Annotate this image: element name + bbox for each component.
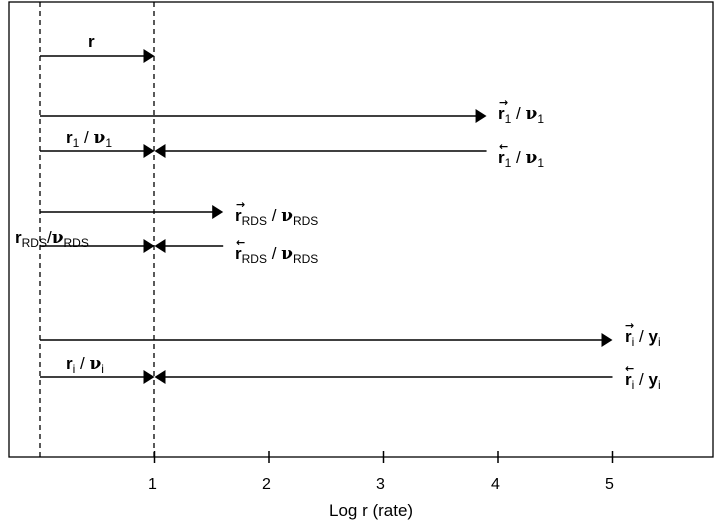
- arrowhead-net: [143, 49, 155, 63]
- label-stepi-net: ri / νi: [66, 354, 104, 376]
- arrowhead-rds-forward: [212, 205, 224, 219]
- right-arrow-accent-icon: →: [625, 319, 635, 332]
- label-net-rate: r: [88, 32, 95, 51]
- arrowhead-stepi-forward: [601, 333, 613, 347]
- right-arrow-accent-icon: →: [236, 198, 246, 211]
- left-arrow-accent-icon: ←: [625, 362, 635, 375]
- tick-label-4: 4: [491, 476, 500, 493]
- x-axis-label: Log r (rate): [329, 501, 414, 520]
- right-arrow-accent-icon: →: [499, 96, 509, 109]
- arrows-group: [40, 49, 613, 384]
- label-rds-reverse: ← rRDS / νRDS: [235, 236, 319, 266]
- arrowhead-rds-reverse: [154, 239, 166, 253]
- tick-label-2: 2: [262, 476, 271, 493]
- arrowhead-step1-net: [143, 144, 155, 158]
- tick-label-3: 3: [376, 476, 385, 493]
- label-step1-forward: → r1 / ν1: [498, 96, 544, 126]
- tick-label-5: 5: [605, 476, 614, 493]
- label-rds-net: rRDS/νRDS: [15, 228, 89, 250]
- label-rds-forward: → rRDS / νRDS: [235, 198, 319, 228]
- arrowhead-rds-net: [143, 239, 155, 253]
- x-axis-ticks: [153, 451, 614, 463]
- tick-label-1: 1: [148, 476, 157, 493]
- arrowhead-step1-reverse: [154, 144, 166, 158]
- left-arrow-accent-icon: ←: [236, 236, 246, 249]
- left-arrow-accent-icon: ←: [499, 140, 509, 153]
- label-stepi-reverse: ← ri / yi: [625, 362, 661, 392]
- arrowhead-stepi-reverse: [154, 370, 166, 384]
- arrowhead-stepi-net: [143, 370, 155, 384]
- plot-frame: [8, 1, 714, 458]
- label-step1-net: r1 / ν1: [66, 128, 112, 150]
- label-stepi-forward: → ri / yi: [625, 319, 661, 349]
- arrowhead-step1-forward: [475, 109, 487, 123]
- label-step1-reverse: ← r1 / ν1: [498, 140, 544, 170]
